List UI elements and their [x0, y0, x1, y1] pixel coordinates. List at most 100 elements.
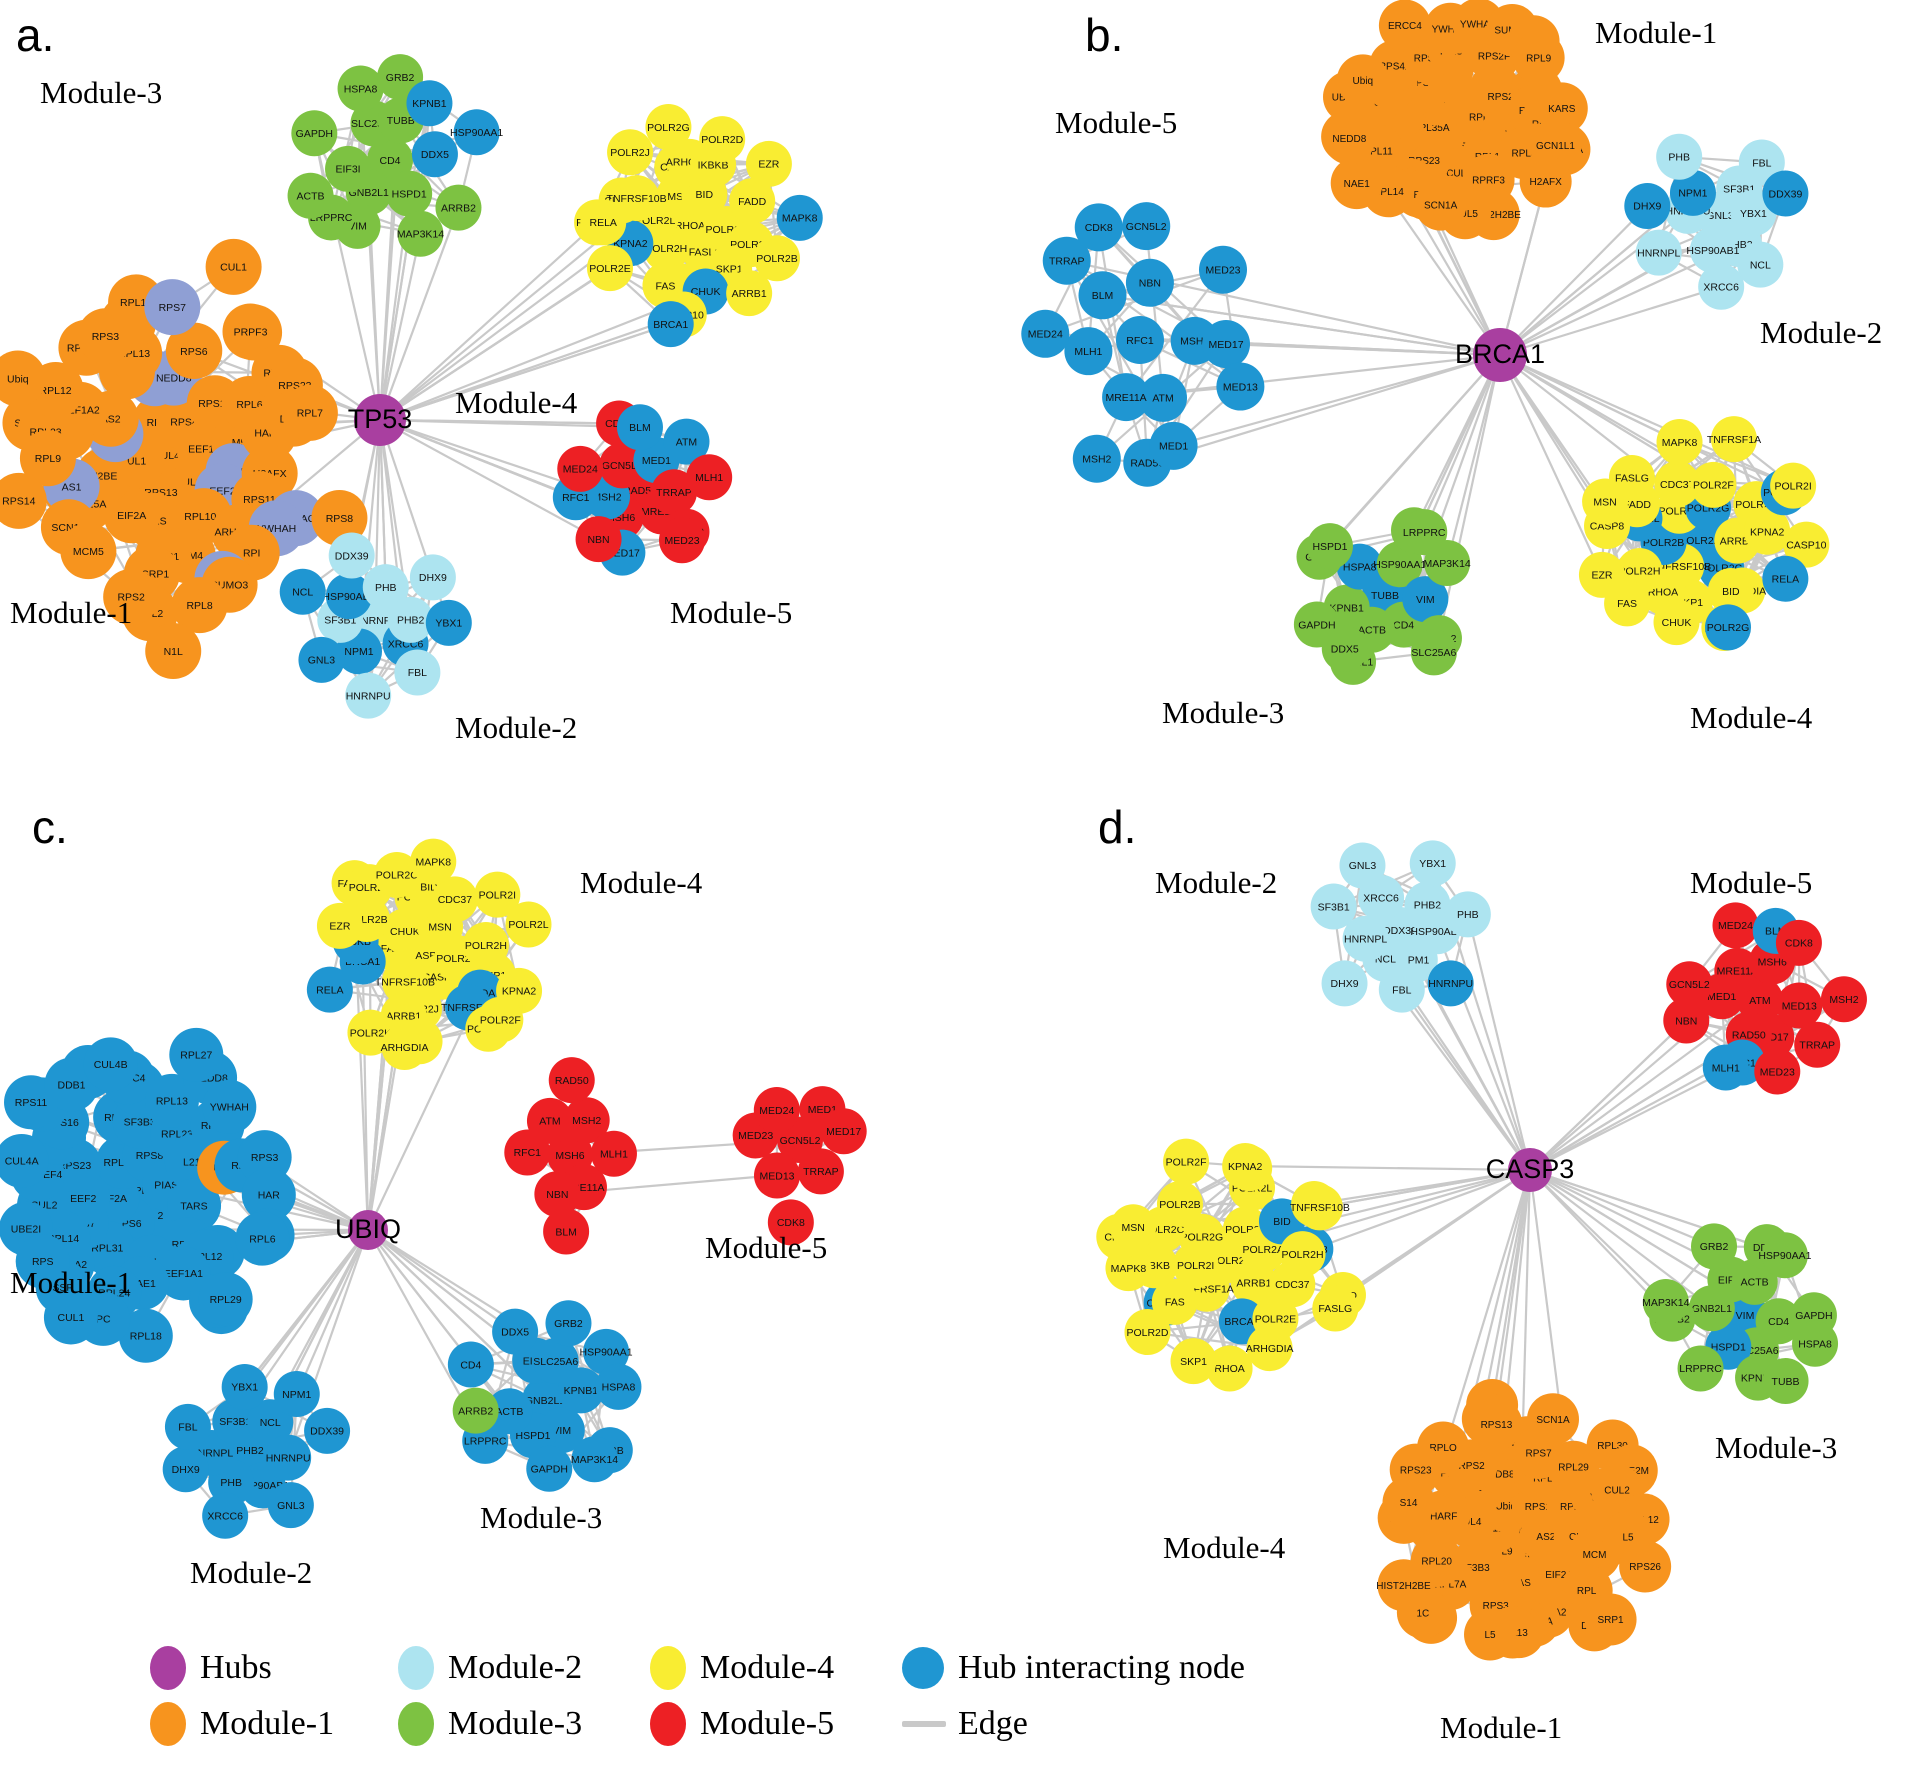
node-circle[interactable]: [820, 1108, 867, 1155]
node-circle[interactable]: [1689, 226, 1736, 273]
network-node[interactable]: YWHAH: [202, 1079, 257, 1134]
node-circle[interactable]: [1163, 1138, 1210, 1185]
node-circle[interactable]: [543, 1208, 590, 1255]
node-circle[interactable]: [325, 145, 372, 192]
network-node[interactable]: GNL3: [1339, 842, 1386, 889]
node-circle[interactable]: [1677, 1345, 1724, 1392]
node-circle[interactable]: [316, 902, 363, 949]
network-node[interactable]: NCL: [1737, 241, 1784, 288]
network-node[interactable]: PHB: [1656, 133, 1703, 180]
network-node[interactable]: SLC25A6: [1410, 629, 1457, 676]
network-node[interactable]: ARRB2: [452, 1387, 499, 1434]
node-circle[interactable]: [526, 1445, 573, 1492]
network-node[interactable]: RELA: [580, 199, 627, 246]
network-node[interactable]: HSPD1: [386, 170, 433, 217]
node-circle[interactable]: [1312, 1285, 1359, 1332]
network-node[interactable]: POLR2B: [1156, 1181, 1203, 1228]
network-node[interactable]: RFC1: [1116, 316, 1164, 364]
node-circle[interactable]: [273, 1371, 320, 1418]
node-circle[interactable]: [164, 1403, 211, 1450]
node-circle[interactable]: [235, 1211, 290, 1266]
node-circle[interactable]: [534, 1171, 581, 1218]
network-node[interactable]: DDX5: [492, 1308, 539, 1355]
node-circle[interactable]: [1064, 327, 1113, 376]
node-circle[interactable]: [776, 194, 823, 241]
network-node[interactable]: FBL: [164, 1403, 211, 1450]
node-circle[interactable]: [1783, 521, 1830, 568]
node-circle[interactable]: [1078, 271, 1127, 320]
node-circle[interactable]: [659, 517, 706, 564]
node-circle[interactable]: [797, 1148, 844, 1195]
node-circle[interactable]: [202, 1079, 257, 1134]
node-circle[interactable]: [1762, 170, 1809, 217]
node-circle[interactable]: [526, 1097, 573, 1144]
hub-circle[interactable]: [1473, 328, 1527, 382]
node-circle[interactable]: [1656, 133, 1703, 180]
network-node[interactable]: CUL1: [205, 238, 262, 295]
network-node[interactable]: HSPA8: [1792, 1320, 1839, 1367]
network-node[interactable]: SKP1: [1170, 1338, 1217, 1385]
network-node[interactable]: YBX1: [221, 1363, 268, 1410]
network-node[interactable]: MLH1: [1064, 327, 1113, 376]
network-node[interactable]: POLR2J: [607, 129, 654, 176]
node-circle[interactable]: [1512, 31, 1565, 84]
network-node[interactable]: MED13: [1776, 982, 1823, 1029]
node-circle[interactable]: [1526, 1393, 1579, 1446]
network-node[interactable]: RELA: [1762, 555, 1809, 602]
network-node[interactable]: MED13: [1216, 362, 1265, 411]
node-circle[interactable]: [165, 323, 222, 380]
node-circle[interactable]: [1608, 454, 1655, 501]
node-circle[interactable]: [1698, 263, 1745, 310]
network-node[interactable]: ARRB1: [726, 270, 773, 317]
network-node[interactable]: KPNA2: [1744, 508, 1791, 555]
node-circle[interactable]: [281, 384, 338, 441]
network-node[interactable]: MED24: [1021, 309, 1070, 358]
network-node[interactable]: RPL27: [169, 1027, 224, 1082]
network-node[interactable]: GNL3: [267, 1482, 314, 1529]
network-node[interactable]: ARRB2: [435, 184, 482, 231]
network-node[interactable]: KPNB1: [406, 80, 453, 127]
network-node[interactable]: MED23: [659, 517, 706, 564]
node-circle[interactable]: [1714, 947, 1761, 994]
node-circle[interactable]: [1202, 320, 1251, 369]
network-node[interactable]: HNRNPU: [265, 1434, 312, 1481]
network-node[interactable]: GAPDH: [1293, 601, 1340, 648]
node-circle[interactable]: [453, 109, 500, 156]
node-circle[interactable]: [435, 184, 482, 231]
network-node[interactable]: HNRNPU: [1427, 960, 1474, 1007]
node-circle[interactable]: [1642, 1279, 1689, 1326]
node-circle[interactable]: [1744, 508, 1791, 555]
network-node[interactable]: SF3B1: [1310, 883, 1357, 930]
node-circle[interactable]: [1199, 245, 1248, 294]
node-circle[interactable]: [298, 636, 345, 683]
network-node[interactable]: YBX1: [425, 599, 472, 646]
network-node[interactable]: TRRAP: [797, 1148, 844, 1195]
network-node[interactable]: MLH1: [1702, 1044, 1749, 1091]
network-node[interactable]: XRCC6: [1698, 263, 1745, 310]
network-node[interactable]: DHX9: [1321, 960, 1368, 1007]
node-circle[interactable]: [1444, 891, 1491, 938]
node-circle[interactable]: [583, 1328, 630, 1375]
node-circle[interactable]: [647, 301, 694, 348]
network-node[interactable]: RPS23: [1389, 1443, 1442, 1496]
network-node[interactable]: GRB2: [545, 1300, 592, 1347]
node-circle[interactable]: [304, 1407, 351, 1454]
node-circle[interactable]: [1762, 1357, 1809, 1404]
node-circle[interactable]: [1754, 1048, 1801, 1095]
node-circle[interactable]: [477, 996, 524, 1043]
network-node[interactable]: L5: [1464, 1608, 1517, 1661]
node-circle[interactable]: [1170, 1338, 1217, 1385]
node-circle[interactable]: [0, 350, 46, 407]
network-node[interactable]: MED23: [1199, 245, 1248, 294]
network-node[interactable]: SCN1A: [1526, 1393, 1579, 1446]
network-node[interactable]: FBL: [1378, 966, 1425, 1013]
network-node[interactable]: DDX39: [1762, 170, 1809, 217]
network-node[interactable]: RELA: [306, 966, 353, 1013]
node-circle[interactable]: [212, 1398, 259, 1445]
network-node[interactable]: RPS26: [1619, 1540, 1672, 1593]
node-circle[interactable]: [575, 516, 622, 563]
hub-node[interactable]: UBIQ: [335, 1210, 401, 1250]
network-node[interactable]: POLR2F: [1163, 1138, 1210, 1185]
node-circle[interactable]: [337, 65, 384, 112]
node-circle[interactable]: [222, 303, 279, 360]
